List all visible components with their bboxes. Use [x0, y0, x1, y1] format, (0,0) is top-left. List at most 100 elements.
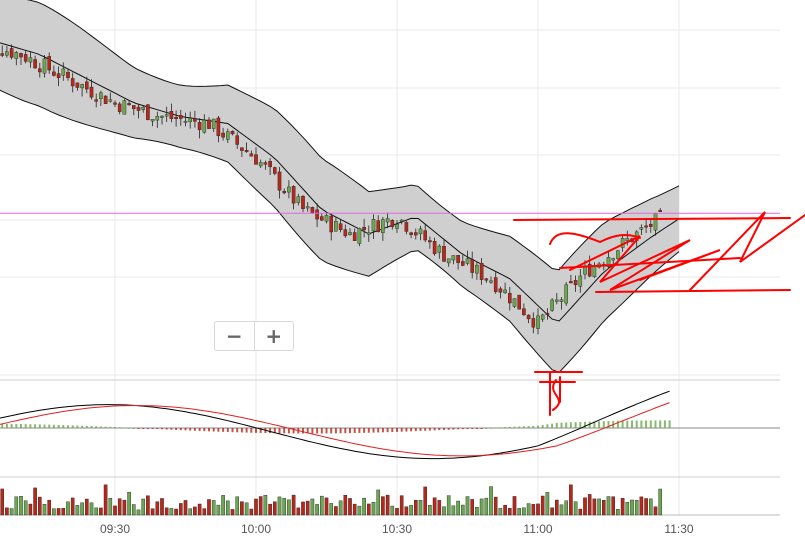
volume-bar — [113, 505, 117, 516]
macd-histogram-bar — [193, 428, 196, 431]
macd-histogram-bar — [20, 424, 22, 428]
volume-bar — [178, 503, 183, 516]
volume-bar — [14, 496, 19, 516]
candle-body — [461, 261, 465, 266]
macd-histogram-bar — [184, 428, 187, 431]
macd-histogram-bar — [104, 426, 107, 428]
volume-bar — [545, 492, 550, 516]
macd-histogram-bar — [386, 428, 389, 433]
macd-histogram-bar — [81, 425, 84, 428]
volume-bar — [512, 496, 517, 516]
volume-bar — [94, 507, 98, 516]
macd-histogram-bar — [259, 428, 262, 433]
volume-bar — [334, 506, 338, 516]
volume-bar — [155, 501, 160, 516]
macd-histogram-bar — [146, 428, 149, 429]
candle-body — [432, 241, 437, 254]
volume-bar — [287, 499, 291, 516]
macd-histogram-bar — [123, 427, 126, 429]
macd-histogram-bar — [405, 428, 408, 432]
annotation-stroke — [513, 217, 791, 221]
macd-histogram-bar — [565, 422, 568, 428]
volume-bar — [498, 508, 503, 516]
macd-histogram-bar — [349, 428, 351, 434]
candle-body — [127, 103, 131, 106]
zoom-in-button[interactable]: + — [253, 322, 294, 350]
volume-bar — [620, 498, 625, 516]
volume-bar — [169, 508, 174, 516]
macd-histogram-bar — [621, 420, 624, 428]
candle-body — [348, 232, 352, 236]
candle-body — [329, 215, 334, 233]
candle-body — [169, 111, 174, 119]
macd-histogram-bar — [43, 424, 46, 428]
candle-body — [202, 119, 207, 133]
macd-histogram-bar — [626, 420, 629, 428]
candle-body — [385, 218, 390, 223]
macd-histogram-bar — [161, 428, 163, 430]
macd-histogram-bar — [461, 428, 464, 430]
candle-body — [446, 258, 451, 264]
candle-body — [564, 284, 568, 304]
candle-body — [66, 71, 70, 78]
volume-bar — [108, 498, 113, 516]
macd-histogram-bar — [377, 428, 380, 433]
candle-body — [273, 167, 277, 174]
x-tick-label: 11:00 — [523, 522, 552, 536]
macd-histogram-bar — [95, 426, 98, 428]
volume-bar — [484, 497, 489, 516]
volume-bar — [249, 508, 254, 516]
volume-bar — [540, 495, 545, 516]
volume-bar — [390, 505, 395, 516]
volume-bar — [517, 508, 521, 516]
candle-body — [0, 53, 4, 56]
macd-histogram-bar — [414, 428, 417, 432]
volume-bar — [536, 503, 540, 516]
candle-body — [517, 294, 521, 310]
volume-bar — [160, 498, 164, 516]
macd-histogram-bar — [189, 428, 192, 431]
macd-histogram-bar — [34, 424, 37, 428]
volume-bar — [202, 508, 207, 516]
macd-histogram-bar — [457, 428, 460, 430]
candle-body — [451, 255, 456, 261]
volume-bar — [193, 506, 197, 516]
macd-histogram-bar — [175, 428, 178, 430]
volume-bar — [526, 503, 531, 516]
volume-bar — [301, 501, 305, 516]
annotation-stroke — [552, 379, 560, 411]
macd-histogram-bar — [358, 428, 361, 433]
candle-body — [559, 299, 564, 302]
macd-histogram-bar — [250, 428, 253, 433]
candle-body — [418, 228, 423, 235]
candle-body — [70, 78, 75, 87]
macd-histogram-bar — [1, 423, 4, 428]
macd-histogram-bar — [410, 428, 413, 432]
candle-body — [240, 147, 244, 151]
macd-histogram-bar — [208, 428, 210, 432]
macd-histogram-bar — [537, 425, 539, 428]
macd-histogram-bar — [640, 420, 643, 428]
volume-bar — [578, 508, 583, 516]
volume-bar — [465, 496, 470, 516]
volume-bar — [376, 489, 381, 516]
macd-histogram-bar — [485, 427, 488, 429]
volume-bar — [258, 496, 263, 516]
macd-histogram-bar — [334, 428, 337, 434]
zoom-out-button[interactable]: − — [225, 324, 243, 348]
candle-body — [489, 280, 493, 283]
candle-body — [84, 81, 89, 90]
macd-histogram-bar — [607, 421, 610, 428]
macd-histogram-bar — [513, 426, 516, 428]
macd-histogram-bar — [396, 428, 398, 432]
volume-bar — [282, 498, 287, 516]
macd-histogram-bar — [499, 427, 502, 429]
macd-histogram-bar — [363, 428, 366, 433]
volume-bar — [263, 495, 268, 516]
macd-histogram-bar — [400, 428, 403, 432]
macd-histogram-bar — [433, 428, 436, 431]
candle-body — [207, 119, 211, 129]
annotation-stroke — [689, 211, 805, 291]
macd-histogram-bar — [10, 423, 13, 428]
volume-bar — [216, 504, 221, 516]
